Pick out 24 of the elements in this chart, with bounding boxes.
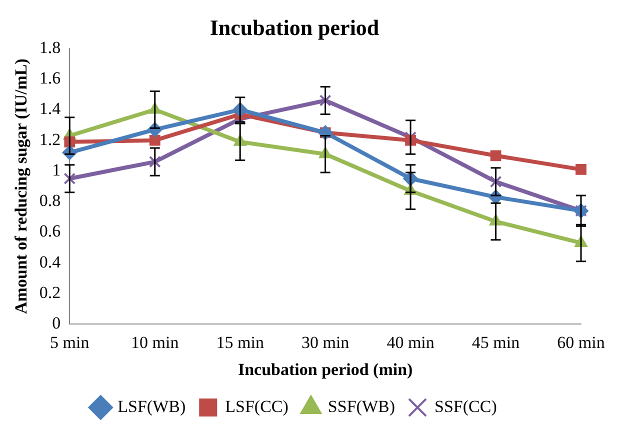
y-tick-label: 0.4 <box>39 252 62 272</box>
legend-label: LSF(CC) <box>225 396 288 416</box>
y-tick-label: 0.8 <box>39 191 61 210</box>
y-tick-label: 0 <box>52 314 61 333</box>
x-tick-label: 15 min <box>216 332 264 352</box>
y-tick-label: 0.6 <box>39 222 61 241</box>
y-tick-label: 1 <box>52 160 61 180</box>
legend-label: SSF(WB) <box>328 396 396 416</box>
y-tick-label: 1.2 <box>39 130 61 149</box>
legend-label: LSF(WB) <box>118 396 186 416</box>
x-tick-label: 60 min <box>557 332 606 352</box>
x-tick-label: 45 min <box>472 332 520 352</box>
y-axis-title: Amount of reducing sugar (IU/mL) <box>12 58 31 314</box>
y-tick-label: 0.2 <box>39 283 61 302</box>
y-tick-label: 1.8 <box>39 38 61 57</box>
y-tick-label: 1.4 <box>39 99 62 118</box>
x-tick-label: 10 min <box>131 332 180 352</box>
x-tick-label: 30 min <box>301 332 350 352</box>
chart-title: Incubation period <box>210 14 380 40</box>
legend-label: SSF(CC) <box>434 396 497 416</box>
x-tick-label: 5 min <box>50 332 90 352</box>
x-axis-title: Incubation period (min) <box>238 360 413 380</box>
y-tick-label: 1.6 <box>39 68 61 88</box>
x-tick-label: 40 min <box>386 332 435 352</box>
